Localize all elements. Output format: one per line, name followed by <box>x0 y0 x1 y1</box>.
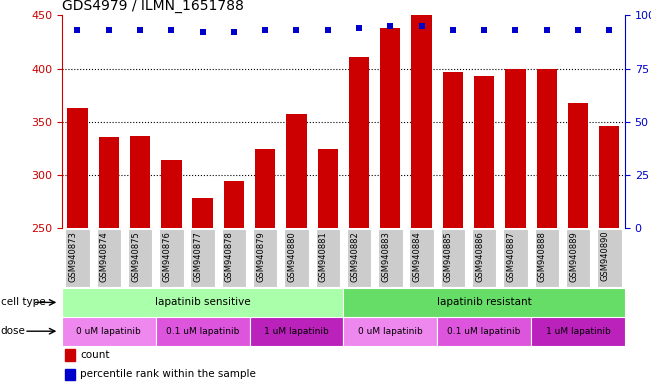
Text: 0.1 uM lapatinib: 0.1 uM lapatinib <box>447 327 521 336</box>
Bar <box>249 317 343 346</box>
FancyBboxPatch shape <box>534 229 559 287</box>
Text: 1 uM lapatinib: 1 uM lapatinib <box>264 327 329 336</box>
Point <box>197 29 208 35</box>
FancyBboxPatch shape <box>159 229 184 287</box>
Text: GSM940890: GSM940890 <box>600 231 609 281</box>
Text: GSM940887: GSM940887 <box>506 231 516 282</box>
Text: GSM940883: GSM940883 <box>381 231 391 282</box>
Bar <box>98 137 119 384</box>
Text: GSM940884: GSM940884 <box>413 231 422 281</box>
Bar <box>193 198 213 384</box>
Text: count: count <box>81 350 110 360</box>
Bar <box>318 149 338 384</box>
Text: GSM940881: GSM940881 <box>319 231 327 281</box>
FancyBboxPatch shape <box>503 229 528 287</box>
Bar <box>224 180 244 384</box>
Point <box>354 25 365 31</box>
Text: lapatinib sensitive: lapatinib sensitive <box>155 297 251 308</box>
Text: GSM940873: GSM940873 <box>68 231 77 282</box>
Text: 0 uM lapatinib: 0 uM lapatinib <box>76 327 141 336</box>
Point <box>604 27 615 33</box>
Point <box>135 27 145 33</box>
FancyBboxPatch shape <box>566 229 590 287</box>
Bar <box>255 149 275 384</box>
Text: 0 uM lapatinib: 0 uM lapatinib <box>358 327 422 336</box>
Text: GSM940885: GSM940885 <box>444 231 453 281</box>
Point <box>542 27 552 33</box>
Text: 0.1 uM lapatinib: 0.1 uM lapatinib <box>166 327 240 336</box>
Text: GSM940879: GSM940879 <box>256 231 265 281</box>
Bar <box>349 57 369 384</box>
Point <box>260 27 270 33</box>
Text: 1 uM lapatinib: 1 uM lapatinib <box>546 327 611 336</box>
Text: GSM940886: GSM940886 <box>475 231 484 282</box>
Text: GSM940889: GSM940889 <box>569 231 578 281</box>
Point <box>573 27 583 33</box>
Bar <box>411 15 432 384</box>
FancyBboxPatch shape <box>316 229 340 287</box>
FancyBboxPatch shape <box>409 229 434 287</box>
Point <box>417 23 427 29</box>
Bar <box>531 317 625 346</box>
Text: GSM940877: GSM940877 <box>193 231 202 282</box>
Text: GSM940882: GSM940882 <box>350 231 359 281</box>
Bar <box>286 114 307 384</box>
FancyBboxPatch shape <box>65 229 90 287</box>
Bar <box>130 136 150 384</box>
Point <box>291 27 301 33</box>
Point <box>166 27 176 33</box>
Bar <box>65 369 76 380</box>
Point <box>510 27 521 33</box>
Text: lapatinib resistant: lapatinib resistant <box>437 297 532 308</box>
Bar <box>443 72 463 384</box>
Text: GSM940880: GSM940880 <box>288 231 296 281</box>
FancyBboxPatch shape <box>284 229 309 287</box>
FancyBboxPatch shape <box>96 229 121 287</box>
FancyBboxPatch shape <box>597 229 622 287</box>
Bar <box>343 317 437 346</box>
Text: GSM940878: GSM940878 <box>225 231 234 282</box>
Bar <box>599 126 620 384</box>
Bar <box>62 288 343 317</box>
Text: GDS4979 / ILMN_1651788: GDS4979 / ILMN_1651788 <box>62 0 243 13</box>
Point <box>479 27 490 33</box>
Text: GSM940888: GSM940888 <box>538 231 547 282</box>
FancyBboxPatch shape <box>222 229 246 287</box>
Bar <box>536 69 557 384</box>
Text: cell type: cell type <box>1 297 46 308</box>
Text: GSM940876: GSM940876 <box>162 231 171 282</box>
Point <box>385 23 396 29</box>
Bar <box>161 160 182 384</box>
Point <box>229 29 239 35</box>
Bar <box>67 108 88 384</box>
FancyBboxPatch shape <box>441 229 465 287</box>
Bar <box>156 317 249 346</box>
Bar <box>343 288 625 317</box>
Point <box>72 27 83 33</box>
Bar <box>437 317 531 346</box>
Bar <box>474 76 494 384</box>
FancyBboxPatch shape <box>347 229 371 287</box>
Text: GSM940874: GSM940874 <box>100 231 109 281</box>
FancyBboxPatch shape <box>128 229 152 287</box>
Text: dose: dose <box>1 326 25 336</box>
Bar <box>505 69 525 384</box>
Text: GSM940875: GSM940875 <box>131 231 140 281</box>
Point <box>104 27 114 33</box>
FancyBboxPatch shape <box>378 229 402 287</box>
FancyBboxPatch shape <box>191 229 215 287</box>
Bar <box>568 103 589 384</box>
Point <box>322 27 333 33</box>
Text: percentile rank within the sample: percentile rank within the sample <box>81 369 256 379</box>
Bar <box>380 28 400 384</box>
Bar <box>65 349 76 361</box>
FancyBboxPatch shape <box>253 229 277 287</box>
FancyBboxPatch shape <box>472 229 496 287</box>
Point <box>448 27 458 33</box>
Bar <box>62 317 156 346</box>
